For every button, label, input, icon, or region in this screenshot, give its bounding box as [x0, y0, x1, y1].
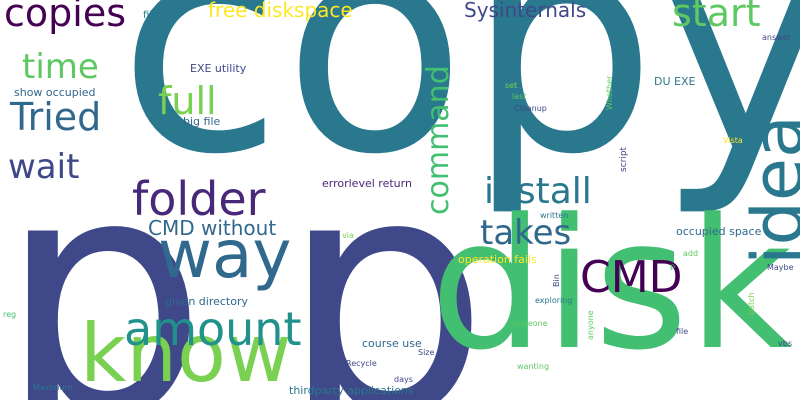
word-copy: copy [118, 0, 800, 220]
word-takes: takes [480, 213, 572, 253]
word-amount: amount [124, 302, 302, 356]
word-cmd: CMD [580, 252, 683, 303]
word-errorlevel-return: errorlevel return [322, 177, 412, 190]
word-operation-fails: operation fails [458, 253, 537, 266]
word-whether: Whether [605, 75, 614, 110]
word-file: file [676, 327, 689, 336]
word-answer: answer [762, 33, 791, 42]
word-recycle: Recycle [346, 359, 377, 368]
word-command: command [421, 65, 456, 215]
word-install: install [484, 171, 592, 212]
word-sysinternals: Sysinternals [464, 0, 587, 22]
word-p-1: p [0, 105, 208, 400]
word-cmd-without: CMD without [148, 216, 277, 240]
word-folder: folder [132, 172, 266, 226]
word-free-diskspace: free diskspace [208, 0, 353, 22]
word-written: written [540, 211, 569, 220]
word-p-2: p [280, 105, 490, 400]
word-file-eg: file eg [143, 10, 174, 21]
word-days: days [394, 375, 413, 384]
word-cleanup: Cleanup [514, 104, 547, 113]
word-p-small: p [670, 262, 676, 271]
word-vista: Vista [723, 136, 743, 145]
word-anyone: anyone [586, 310, 595, 340]
word-thirdparty-applications: thirdparty applications [289, 384, 414, 397]
word-way: way [158, 216, 292, 293]
word-vbs: vbs [778, 339, 792, 348]
word-time: time [22, 47, 99, 87]
word-reg: reg [3, 310, 17, 319]
word-someone: someone [511, 319, 548, 328]
word-batch: batch [747, 292, 756, 315]
word-script: script [619, 146, 629, 172]
word-show-occupied: show occupied [14, 86, 96, 99]
word-maximum: Maximum [33, 383, 73, 392]
word-know: know [80, 307, 292, 400]
word-set: set [505, 81, 518, 90]
word-maybe: Maybe [767, 263, 794, 272]
word-via: via [342, 231, 354, 240]
word-bin: Bin [552, 274, 561, 287]
word-last: last [512, 92, 527, 101]
word-size: Size [418, 348, 435, 357]
word-exe-utility: EXE utility [190, 62, 247, 75]
word-wait: wait [8, 147, 80, 187]
word-course-use: course use [362, 337, 422, 350]
word-given-directory: given directory [165, 295, 248, 308]
word-tried: Tried [10, 95, 102, 139]
word-exploring: exploring [535, 296, 573, 305]
word-big-file: big file [183, 115, 221, 128]
word-copies: copies [4, 0, 126, 35]
word-occupied-space: occupied space [676, 225, 762, 238]
word-idea: idea [737, 115, 800, 265]
word-full: full [158, 79, 217, 123]
word-wanting: wanting [517, 362, 550, 371]
word-add: add [683, 249, 699, 258]
word-disk: disk [430, 181, 793, 390]
word-start: start [672, 0, 761, 35]
word-du-exe: DU EXE [654, 75, 696, 88]
